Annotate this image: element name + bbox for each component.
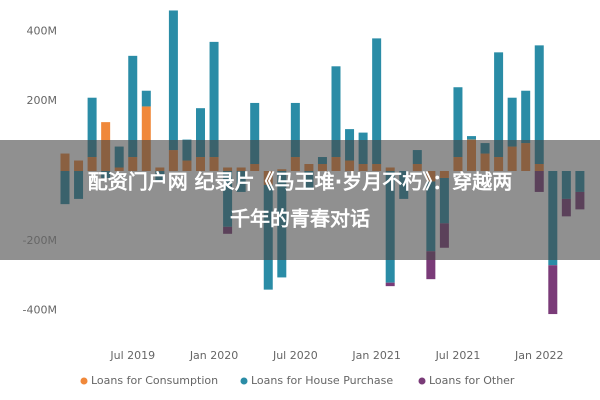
bar [168, 10, 178, 151]
banner-bg [0, 140, 600, 260]
bar [141, 106, 151, 171]
bar [87, 97, 97, 158]
bar [209, 41, 219, 158]
legend-label: Loans for Consumption [91, 374, 218, 387]
y-tick-label: -200M [23, 234, 57, 247]
bar [548, 265, 558, 315]
x-tick-label: Jul 2019 [109, 349, 155, 362]
bar [507, 97, 517, 147]
bar [250, 102, 260, 165]
bar [290, 102, 300, 158]
legend-label: Loans for House Purchase [251, 374, 393, 387]
bar [494, 52, 504, 158]
bar [385, 282, 395, 287]
bar [128, 55, 138, 158]
bar [467, 136, 476, 140]
x-tick-label: Jan 2021 [351, 349, 400, 362]
legend-label: Loans for Other [429, 374, 515, 387]
banner-text: 配资门户网 纪录片《马王堆·岁月不朽》：穿越两 [88, 170, 513, 194]
bar [196, 108, 205, 158]
x-tick-label: Jan 2020 [189, 349, 238, 362]
bar [426, 251, 436, 280]
legend-marker [240, 377, 248, 385]
y-tick-label: -400M [23, 304, 57, 317]
y-tick-label: 200M [27, 94, 58, 107]
bar [534, 45, 544, 165]
x-tick-label: Jul 2020 [272, 349, 318, 362]
bar [331, 66, 341, 158]
bar [372, 38, 382, 165]
bar [141, 90, 151, 107]
x-tick-label: Jan 2022 [514, 349, 563, 362]
legend-marker [80, 377, 88, 385]
bar [453, 87, 463, 158]
y-tick-label: 400M [27, 24, 58, 37]
banner-text: 千年的青春对话 [230, 207, 370, 231]
x-tick-label: Jul 2021 [435, 349, 481, 362]
bar [521, 90, 531, 144]
legend-marker [418, 377, 426, 385]
